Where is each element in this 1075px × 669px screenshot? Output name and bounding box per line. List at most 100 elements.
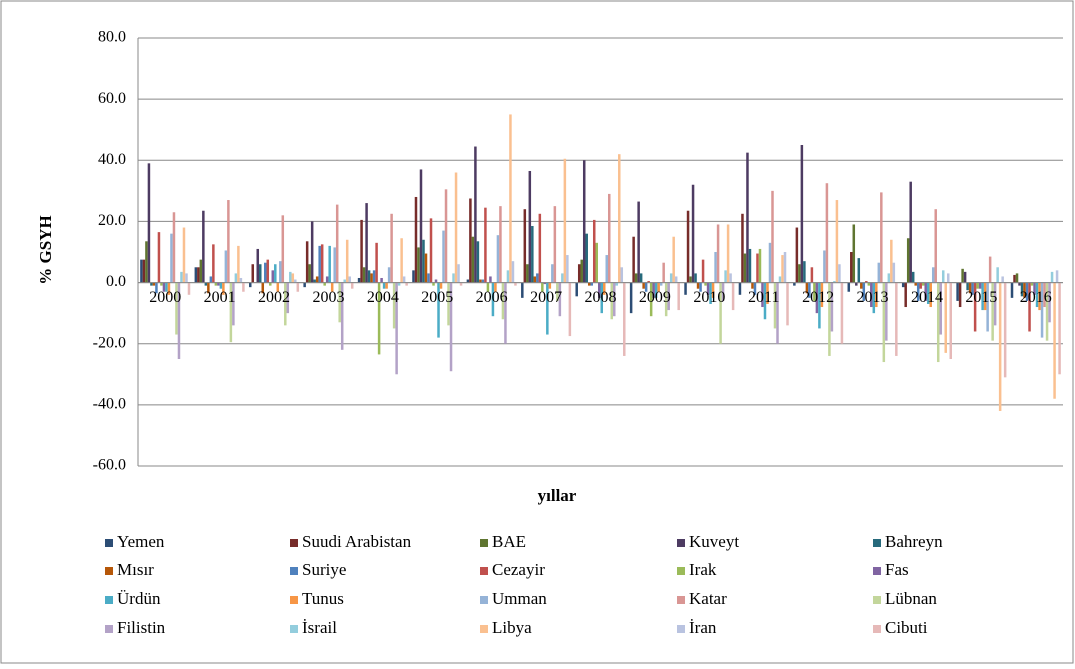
bar xyxy=(1015,273,1019,283)
bar xyxy=(328,245,331,283)
bar xyxy=(978,282,982,289)
bar xyxy=(1035,282,1039,308)
bar xyxy=(820,282,824,308)
bar xyxy=(563,158,567,283)
bar xyxy=(971,282,974,295)
bar xyxy=(476,241,480,283)
legend-swatch xyxy=(105,596,113,604)
bar xyxy=(808,282,811,298)
bar xyxy=(447,282,450,326)
x-tick-label: 2016 xyxy=(1020,289,1052,306)
legend-label: Umman xyxy=(492,589,547,608)
bar xyxy=(370,273,373,283)
bar xyxy=(276,282,280,292)
x-tick-label: 2015 xyxy=(965,289,997,306)
bar xyxy=(644,282,648,292)
bar xyxy=(597,282,601,298)
x-tick-label: 2012 xyxy=(802,289,834,306)
bar xyxy=(432,282,435,286)
bar xyxy=(585,233,588,283)
bar xyxy=(998,282,1002,411)
bar xyxy=(177,282,181,359)
bar xyxy=(237,245,240,283)
legend-label: Irak xyxy=(689,560,717,579)
bar xyxy=(348,276,351,283)
bar xyxy=(402,276,406,283)
bar xyxy=(885,282,888,341)
bar xyxy=(1001,276,1004,283)
bar xyxy=(639,273,643,283)
bar xyxy=(424,253,428,283)
bar xyxy=(444,189,448,283)
bar xyxy=(855,282,858,286)
bar xyxy=(489,276,492,283)
bar xyxy=(528,170,532,283)
bar xyxy=(397,282,401,286)
legend-label: İsrail xyxy=(302,618,337,637)
bar xyxy=(274,264,277,283)
x-tick-label: 2003 xyxy=(312,289,344,306)
bar xyxy=(170,233,173,283)
bar xyxy=(882,282,886,363)
bar xyxy=(152,282,156,286)
legend-label: Lübnan xyxy=(885,589,937,608)
bar xyxy=(704,282,707,286)
bar xyxy=(209,276,213,283)
bar xyxy=(390,213,393,283)
bar xyxy=(197,267,200,283)
bar xyxy=(659,282,663,286)
bar xyxy=(919,282,922,289)
bar xyxy=(753,282,757,295)
bar xyxy=(338,282,341,323)
legend-label: İran xyxy=(689,618,717,637)
bar xyxy=(286,282,290,314)
bar xyxy=(538,213,542,283)
bar xyxy=(751,282,754,289)
bar xyxy=(620,267,624,283)
bar xyxy=(731,282,735,311)
bar xyxy=(187,282,191,295)
bar xyxy=(766,282,769,304)
bar xyxy=(729,273,732,283)
bar xyxy=(835,200,839,283)
bar xyxy=(157,232,161,283)
bar xyxy=(279,261,282,283)
bar xyxy=(1053,282,1056,399)
legend-label: Tunus xyxy=(302,589,344,608)
bar xyxy=(479,279,482,283)
bar xyxy=(901,282,905,288)
bar xyxy=(921,282,925,286)
legend-label: Suriye xyxy=(302,560,346,579)
bar xyxy=(1025,282,1029,301)
bar xyxy=(229,282,233,343)
bar xyxy=(724,270,727,283)
legend-swatch xyxy=(480,625,488,633)
bar xyxy=(499,206,502,283)
bar xyxy=(966,282,969,291)
bar xyxy=(909,181,912,283)
bar xyxy=(949,282,952,359)
legend-swatch xyxy=(105,539,113,547)
bar xyxy=(580,259,583,283)
bar xyxy=(271,270,275,283)
bar xyxy=(506,270,510,283)
bar xyxy=(392,282,396,329)
bar xyxy=(983,282,987,311)
bar xyxy=(471,236,475,283)
bar xyxy=(991,282,994,341)
x-tick-label: 2001 xyxy=(204,289,236,306)
bar xyxy=(726,224,730,283)
bar xyxy=(1018,282,1021,286)
bar xyxy=(305,241,309,283)
y-tick-label: 0.0 xyxy=(106,273,126,290)
bar xyxy=(1055,270,1059,283)
bar xyxy=(946,273,950,283)
legend-swatch xyxy=(290,625,298,633)
bar xyxy=(623,282,626,356)
bar xyxy=(637,201,640,283)
bar xyxy=(803,261,806,283)
y-tick-label: 20.0 xyxy=(98,212,126,229)
bar xyxy=(474,146,477,283)
bar xyxy=(694,273,697,283)
bar xyxy=(313,279,316,283)
